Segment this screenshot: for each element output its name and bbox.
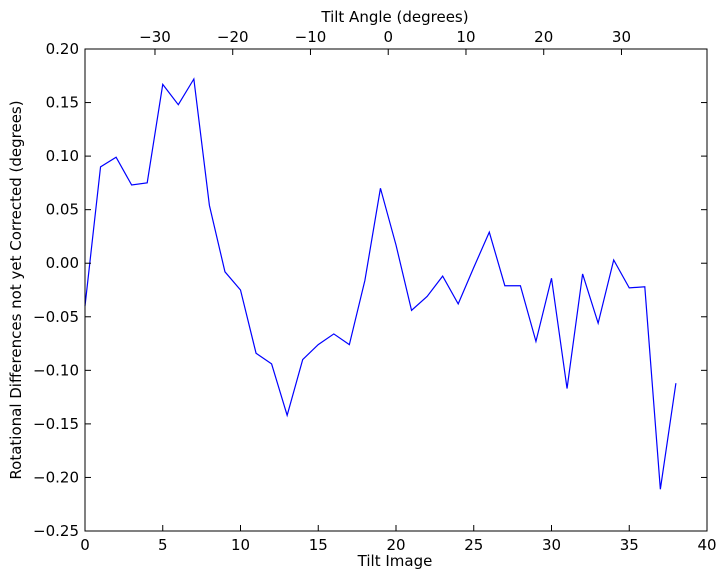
y-tick-label: 0.20	[46, 40, 79, 58]
top-tick-label: 20	[534, 28, 553, 46]
y-tick-label: −0.15	[33, 415, 79, 433]
y-tick-label: 0.00	[46, 254, 79, 272]
y-tick-label: −0.10	[33, 361, 79, 379]
y-tick-label: −0.05	[33, 308, 79, 326]
plot-frame	[84, 48, 708, 532]
top-tick-label: −10	[295, 28, 327, 46]
top-axis-label: Tilt Angle (degrees)	[320, 8, 468, 26]
top-tick-label: 0	[383, 28, 393, 46]
top-tick-label: 10	[456, 28, 475, 46]
x-tick-label: 25	[464, 536, 483, 554]
y-tick-label: 0.10	[46, 147, 79, 165]
plot-area: 0 5 10 15 20 25 30 35 40 −30 −20 −10 0 10 20 30 −0.25 −0.…	[33, 28, 717, 554]
x-tick-label: 35	[620, 536, 639, 554]
series-line	[84, 77, 677, 490]
y-tick-label: 0.05	[46, 201, 79, 219]
x-tick-label: 20	[386, 536, 405, 554]
x-tick-label: 40	[697, 536, 716, 554]
top-tick-label: −30	[139, 28, 171, 46]
y-axis-label: Rotational Differences not yet Corrected…	[7, 100, 25, 479]
y-tick-label: −0.25	[33, 522, 79, 540]
top-tick-label: 30	[612, 28, 631, 46]
x-tick-label: 10	[231, 536, 250, 554]
x-tick-label: 30	[542, 536, 561, 554]
x-axis-label: Tilt Image	[357, 552, 433, 570]
y-tick-label: −0.20	[33, 468, 79, 486]
y-tick-label: 0.15	[46, 94, 79, 112]
x-tick-label: 5	[158, 536, 168, 554]
top-tick-label: −20	[217, 28, 249, 46]
x-tick-label: 0	[80, 536, 90, 554]
x-tick-label: 15	[309, 536, 328, 554]
